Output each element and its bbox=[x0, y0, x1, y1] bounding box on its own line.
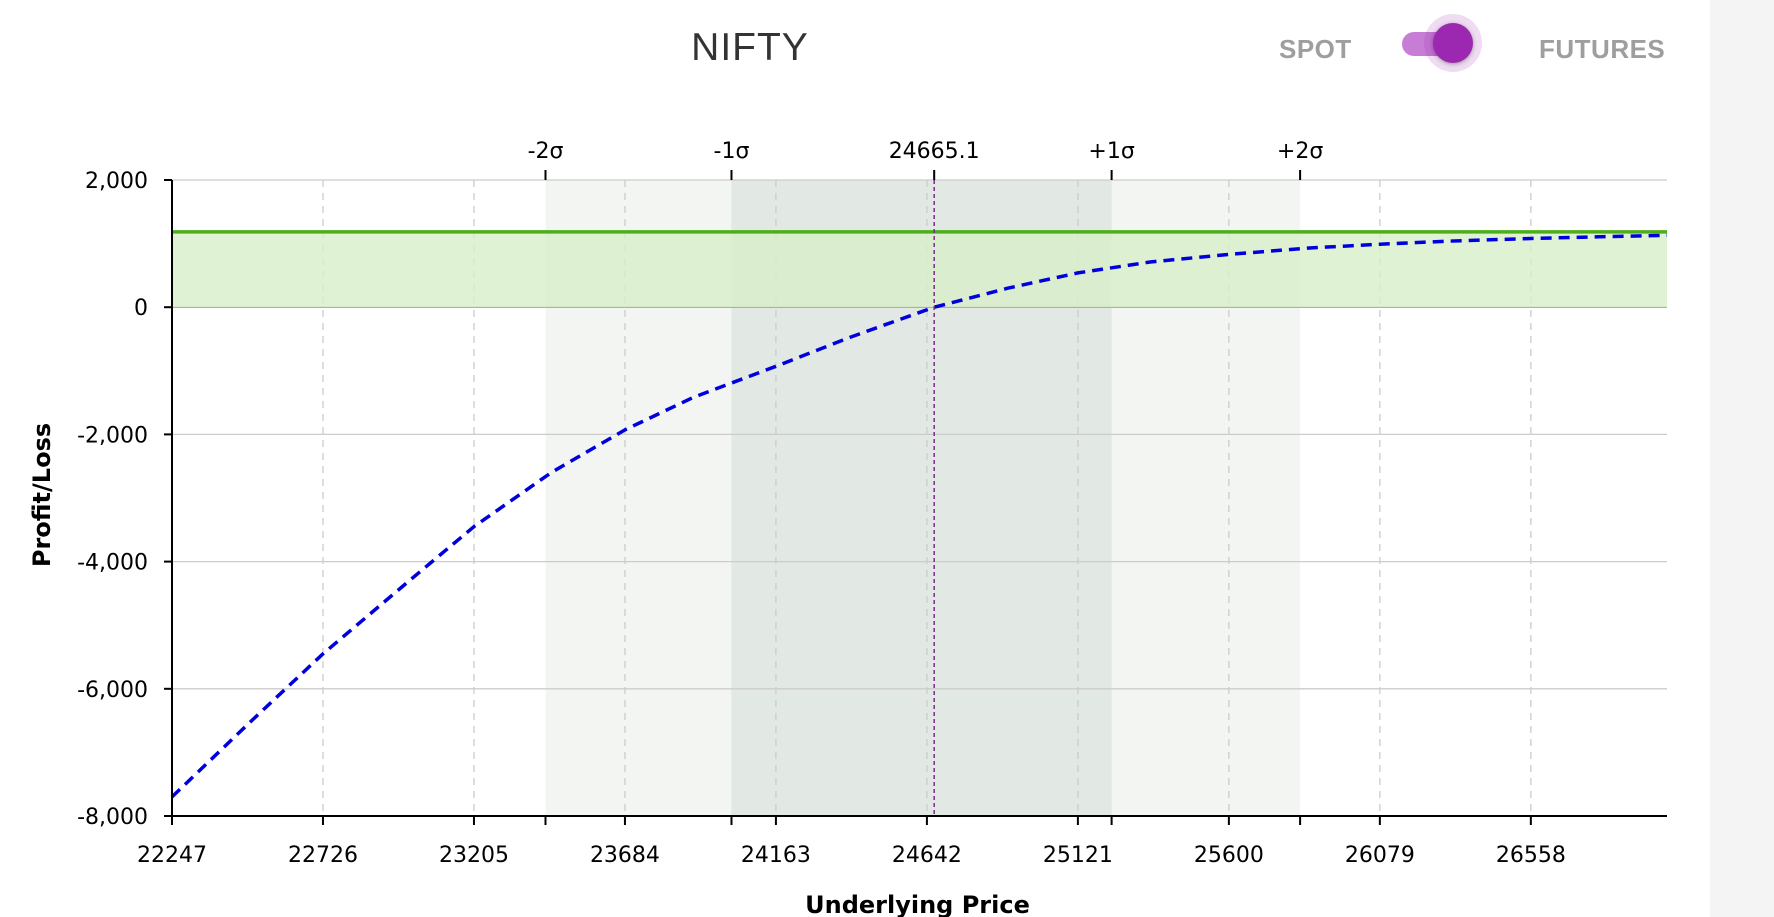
x-tick-label: 22247 bbox=[137, 843, 207, 868]
current-payoff-curve bbox=[170, 233, 1668, 799]
top-sigma-label: -2σ bbox=[528, 139, 564, 164]
profit-area bbox=[172, 231, 1667, 308]
toggle-thumb[interactable] bbox=[1433, 23, 1473, 63]
y-tick-label: 0 bbox=[134, 296, 148, 321]
top-sigma-label: +1σ bbox=[1088, 139, 1134, 164]
x-tick-label: 22726 bbox=[288, 843, 358, 868]
top-sigma-label: +2σ bbox=[1277, 139, 1323, 164]
y-tick-label: -8,000 bbox=[77, 805, 148, 830]
futures-label[interactable]: FUTURES bbox=[1539, 34, 1666, 64]
x-tick-label: 24642 bbox=[892, 843, 962, 868]
top-sigma-label: 24665.1 bbox=[889, 139, 980, 164]
x-tick-label: 25121 bbox=[1043, 843, 1113, 868]
chart-title: NIFTY bbox=[691, 26, 809, 69]
x-tick-label: 23205 bbox=[439, 843, 509, 868]
right-edge-panel bbox=[1710, 0, 1774, 917]
y-tick-label: -4,000 bbox=[77, 551, 148, 576]
top-sigma-label: -1σ bbox=[714, 139, 750, 164]
y-tick-label: -2,000 bbox=[77, 423, 148, 448]
x-tick-label: 26558 bbox=[1496, 843, 1566, 868]
x-axis-title: Underlying Price bbox=[805, 891, 1030, 917]
spot-label[interactable]: SPOT bbox=[1279, 34, 1352, 64]
y-tick-label: 2,000 bbox=[85, 169, 148, 194]
x-tick-label: 26079 bbox=[1345, 843, 1415, 868]
x-tick-label: 23684 bbox=[590, 843, 660, 868]
y-tick-label: -6,000 bbox=[77, 678, 148, 703]
x-tick-label: 25600 bbox=[1194, 843, 1264, 868]
y-axis-title: Profit/Loss bbox=[28, 423, 56, 567]
spot-futures-toggle[interactable] bbox=[1402, 14, 1482, 72]
x-tick-label: 24163 bbox=[741, 843, 811, 868]
